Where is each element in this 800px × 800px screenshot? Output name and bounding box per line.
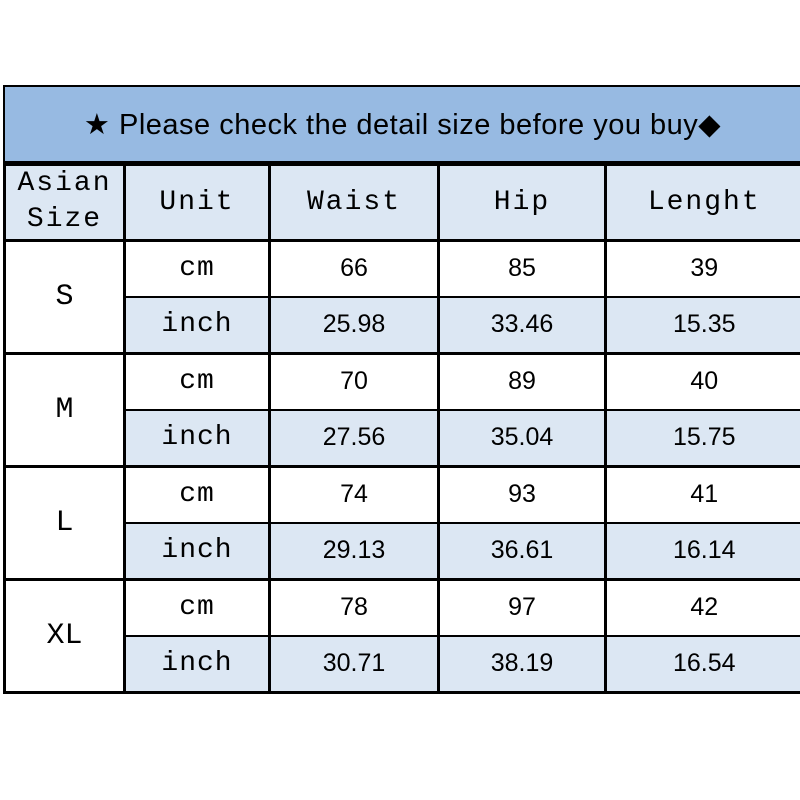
length-value: 40 <box>604 351 800 411</box>
header-hip: Hip <box>437 163 607 242</box>
header-length: Lenght <box>604 163 800 242</box>
waist-value: 29.13 <box>268 521 440 581</box>
table-row: L cm 74 93 41 <box>3 464 800 581</box>
notice-banner: ★ Please check the detail size before yo… <box>3 85 800 163</box>
size-label-s: S <box>3 238 126 355</box>
notice-text: ★ Please check the detail size before yo… <box>83 108 722 141</box>
length-value: 16.14 <box>604 521 800 581</box>
waist-value: 30.71 <box>268 634 440 694</box>
hip-value: 93 <box>437 464 607 524</box>
table-row: XL cm 78 97 42 <box>3 577 800 694</box>
length-value: 15.75 <box>604 408 800 468</box>
waist-value: 25.98 <box>268 295 440 355</box>
header-unit: Unit <box>123 163 271 242</box>
table-row: S cm 66 85 39 <box>3 238 800 355</box>
hip-value: 89 <box>437 351 607 411</box>
hip-value: 35.04 <box>437 408 607 468</box>
hip-value: 97 <box>437 577 607 637</box>
size-label-xl: XL <box>3 577 126 694</box>
length-value: 39 <box>604 238 800 298</box>
table-row: inch 29.13 36.61 16.14 <box>5 521 800 581</box>
size-table: Asian Size Unit Waist Hip Lenght S cm 66… <box>3 163 800 694</box>
header-asian-size: Asian Size <box>3 163 126 242</box>
hip-value: 36.61 <box>437 521 607 581</box>
unit-cell: inch <box>123 634 271 694</box>
unit-cell: cm <box>123 238 271 298</box>
table-row: inch 27.56 35.04 15.75 <box>5 408 800 468</box>
length-value: 16.54 <box>604 634 800 694</box>
table-row: inch 30.71 38.19 16.54 <box>5 634 800 694</box>
waist-value: 27.56 <box>268 408 440 468</box>
waist-value: 66 <box>268 238 440 298</box>
hip-value: 85 <box>437 238 607 298</box>
header-waist: Waist <box>268 163 440 242</box>
unit-cell: cm <box>123 351 271 411</box>
length-value: 41 <box>604 464 800 524</box>
unit-cell: inch <box>123 408 271 468</box>
table-header-row: Asian Size Unit Waist Hip Lenght <box>3 163 800 242</box>
size-label-m: M <box>3 351 126 468</box>
unit-cell: cm <box>123 577 271 637</box>
waist-value: 70 <box>268 351 440 411</box>
unit-cell: inch <box>123 521 271 581</box>
hip-value: 38.19 <box>437 634 607 694</box>
hip-value: 33.46 <box>437 295 607 355</box>
table-row: M cm 70 89 40 <box>3 351 800 468</box>
table-row: inch 25.98 33.46 15.35 <box>5 295 800 355</box>
length-value: 42 <box>604 577 800 637</box>
length-value: 15.35 <box>604 295 800 355</box>
unit-cell: inch <box>123 295 271 355</box>
waist-value: 74 <box>268 464 440 524</box>
size-label-l: L <box>3 464 126 581</box>
waist-value: 78 <box>268 577 440 637</box>
unit-cell: cm <box>123 464 271 524</box>
